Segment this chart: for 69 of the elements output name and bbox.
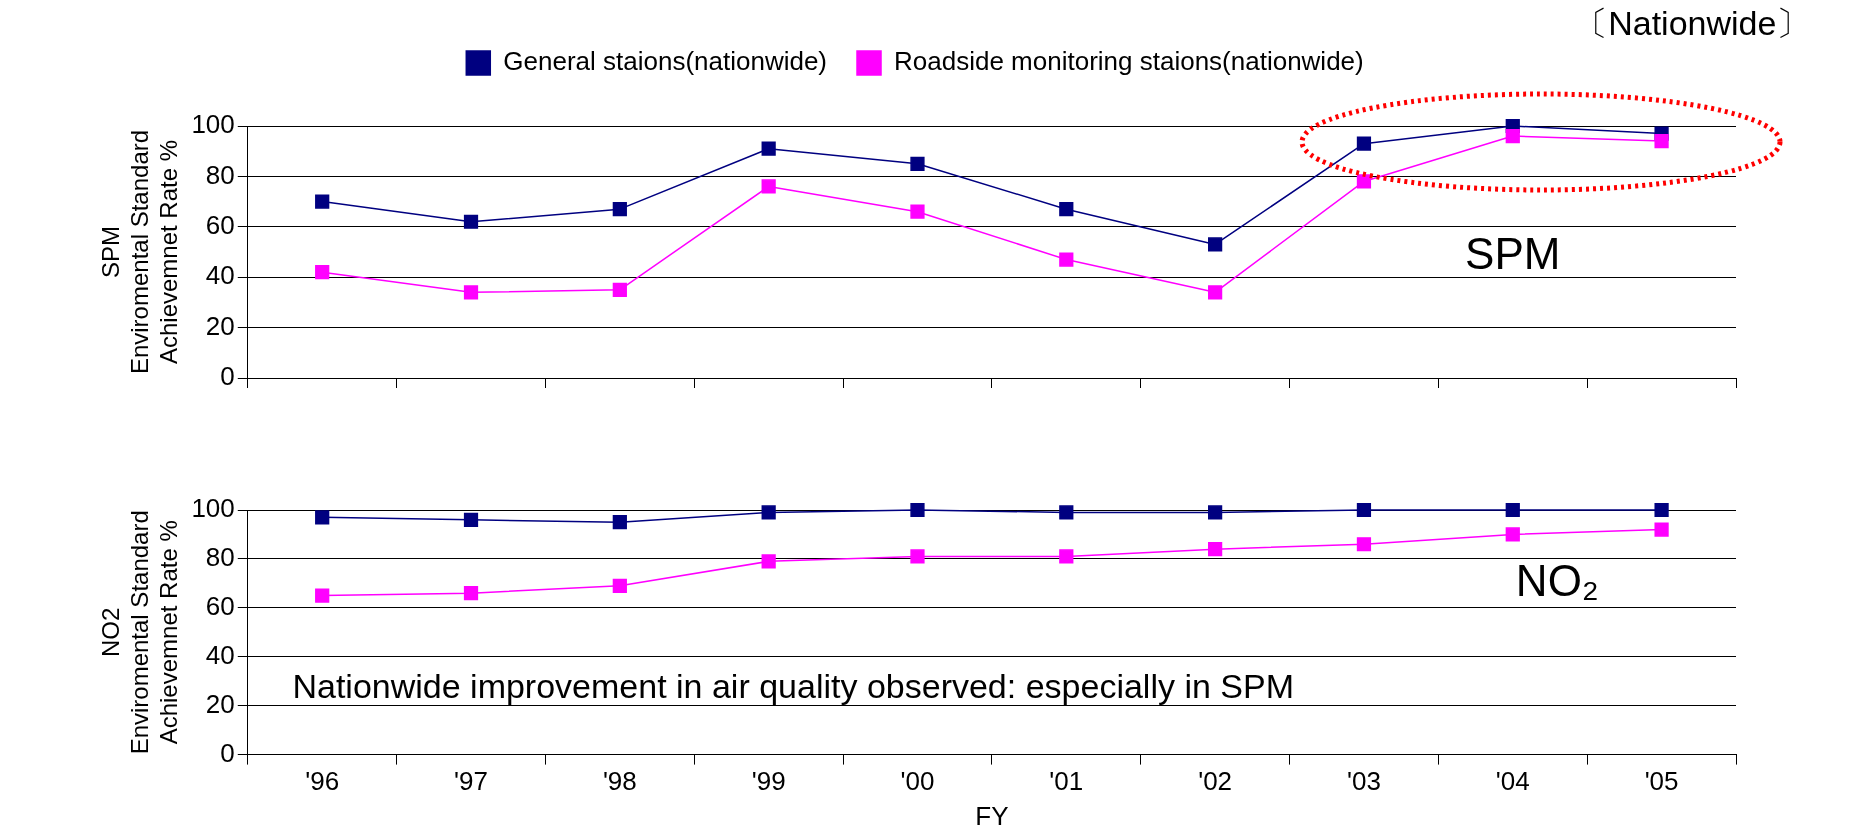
point [1654, 522, 1669, 537]
y-tick-label: 20 [205, 310, 235, 341]
y-axis-title: SPM Enviromental Standard Achievemnet Rate % [97, 129, 182, 375]
y-tick-label: 0 [220, 737, 235, 768]
point [612, 282, 627, 297]
x-tick-label: '97 [454, 766, 488, 797]
y-tick-label: 0 [220, 361, 235, 392]
x-tick-label: '03 [1347, 766, 1381, 797]
legend-label: General staions(nationwide) [503, 46, 828, 77]
point [1356, 502, 1372, 518]
point [1505, 527, 1520, 542]
point [1208, 505, 1223, 520]
x-tick-label: '99 [751, 766, 786, 797]
point [761, 505, 776, 520]
y-axis-title: NO2 Enviromental Standard Achievemnet Rate % [97, 510, 182, 755]
annotation: NO₂ [1515, 555, 1599, 605]
point [1356, 537, 1372, 552]
point [1208, 237, 1223, 252]
point [1654, 502, 1669, 518]
point [1505, 128, 1520, 144]
x-tick-label: '04 [1495, 766, 1530, 797]
y-tick-label: 40 [205, 639, 235, 670]
y-tick-label: 80 [205, 542, 235, 573]
point [463, 512, 479, 527]
point [910, 156, 925, 171]
point [612, 578, 627, 593]
y-tick-label: 100 [191, 493, 235, 524]
point [1059, 202, 1074, 217]
y-tick-label: 60 [205, 209, 235, 240]
legend-label: Roadside monitoring staions(nationwide) [894, 46, 1364, 77]
y-tick-label: 40 [205, 260, 235, 291]
x-tick-label: '98 [602, 766, 637, 797]
point [1654, 134, 1669, 149]
point [463, 586, 479, 601]
point [761, 554, 776, 569]
point [612, 515, 627, 530]
point [463, 214, 479, 229]
x-tick-label: '96 [305, 766, 340, 797]
annotation: Nationwide improvement in air quality observed: especially in SPM [292, 666, 1294, 705]
x-tick-label: '05 [1644, 766, 1679, 797]
x-tick-label: '02 [1198, 766, 1233, 797]
point [910, 549, 925, 564]
point [1505, 502, 1520, 518]
point [1208, 285, 1223, 300]
point [761, 179, 776, 194]
point [315, 588, 330, 603]
x-tick-label: '00 [900, 766, 935, 797]
y-tick-label: 80 [205, 159, 235, 190]
y-tick-label: 60 [205, 591, 235, 622]
point [1208, 542, 1223, 557]
point [1059, 505, 1074, 520]
point [315, 194, 330, 209]
point [315, 265, 330, 280]
y-tick-label: 20 [205, 688, 235, 719]
point [910, 502, 925, 518]
point [1059, 252, 1074, 267]
point [910, 204, 925, 219]
point [1356, 136, 1372, 151]
point [315, 510, 330, 525]
point [761, 141, 776, 156]
y-tick-label: 100 [191, 109, 235, 140]
point [1356, 174, 1372, 189]
x-tick-label: '01 [1049, 766, 1084, 797]
point [463, 285, 479, 300]
text: 〔Nationwide〕 [1574, 3, 1811, 42]
x-axis-title: FY [975, 800, 1009, 831]
point [1059, 549, 1074, 564]
point [612, 202, 627, 217]
annotation: SPM [1465, 229, 1561, 279]
